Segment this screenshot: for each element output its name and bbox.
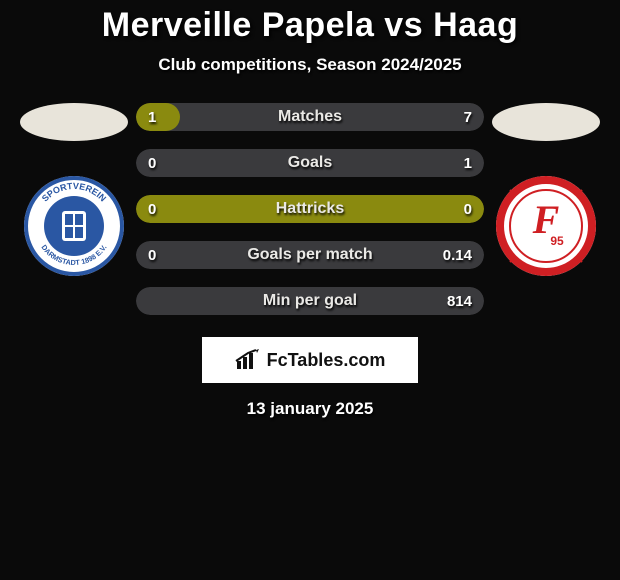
- stat-row: 0Goals per match0.14: [136, 241, 484, 269]
- left-side: SPORTVEREIN DARMSTADT 1898 E.V.: [14, 103, 134, 277]
- page-title: Merveille Papela vs Haag: [0, 0, 620, 45]
- subtitle: Club competitions, Season 2024/2025: [0, 55, 620, 75]
- date-text: 13 january 2025: [0, 399, 620, 419]
- stat-label: Hattricks: [136, 200, 484, 218]
- right-side: F 95: [486, 103, 606, 277]
- brand-text: FcTables.com: [267, 350, 386, 371]
- stat-label: Matches: [136, 108, 484, 126]
- stat-row: 1Matches7: [136, 103, 484, 131]
- stat-right-value: 0.14: [443, 247, 472, 264]
- stat-row: Min per goal814: [136, 287, 484, 315]
- stat-bars: 1Matches70Goals10Hattricks00Goals per ma…: [134, 103, 486, 315]
- right-crest: F 95: [495, 175, 597, 277]
- stat-row: 0Goals1: [136, 149, 484, 177]
- fortuna-crest-icon: F 95: [495, 175, 597, 277]
- darmstadt-crest-icon: SPORTVEREIN DARMSTADT 1898 E.V.: [23, 175, 125, 277]
- brand-box: FcTables.com: [202, 337, 418, 383]
- svg-text:95: 95: [550, 234, 564, 248]
- stat-label: Min per goal: [136, 292, 484, 310]
- comparison-panel: SPORTVEREIN DARMSTADT 1898 E.V. 1Matches…: [0, 103, 620, 315]
- stat-label: Goals: [136, 154, 484, 172]
- stat-label: Goals per match: [136, 246, 484, 264]
- stat-row: 0Hattricks0: [136, 195, 484, 223]
- left-ellipse: [20, 103, 128, 141]
- stat-right-value: 7: [464, 109, 472, 126]
- stat-right-value: 1: [464, 155, 472, 172]
- left-crest: SPORTVEREIN DARMSTADT 1898 E.V.: [23, 175, 125, 277]
- right-ellipse: [492, 103, 600, 141]
- chart-icon: [235, 349, 261, 371]
- stat-right-value: 0: [464, 201, 472, 218]
- stat-right-value: 814: [447, 293, 472, 310]
